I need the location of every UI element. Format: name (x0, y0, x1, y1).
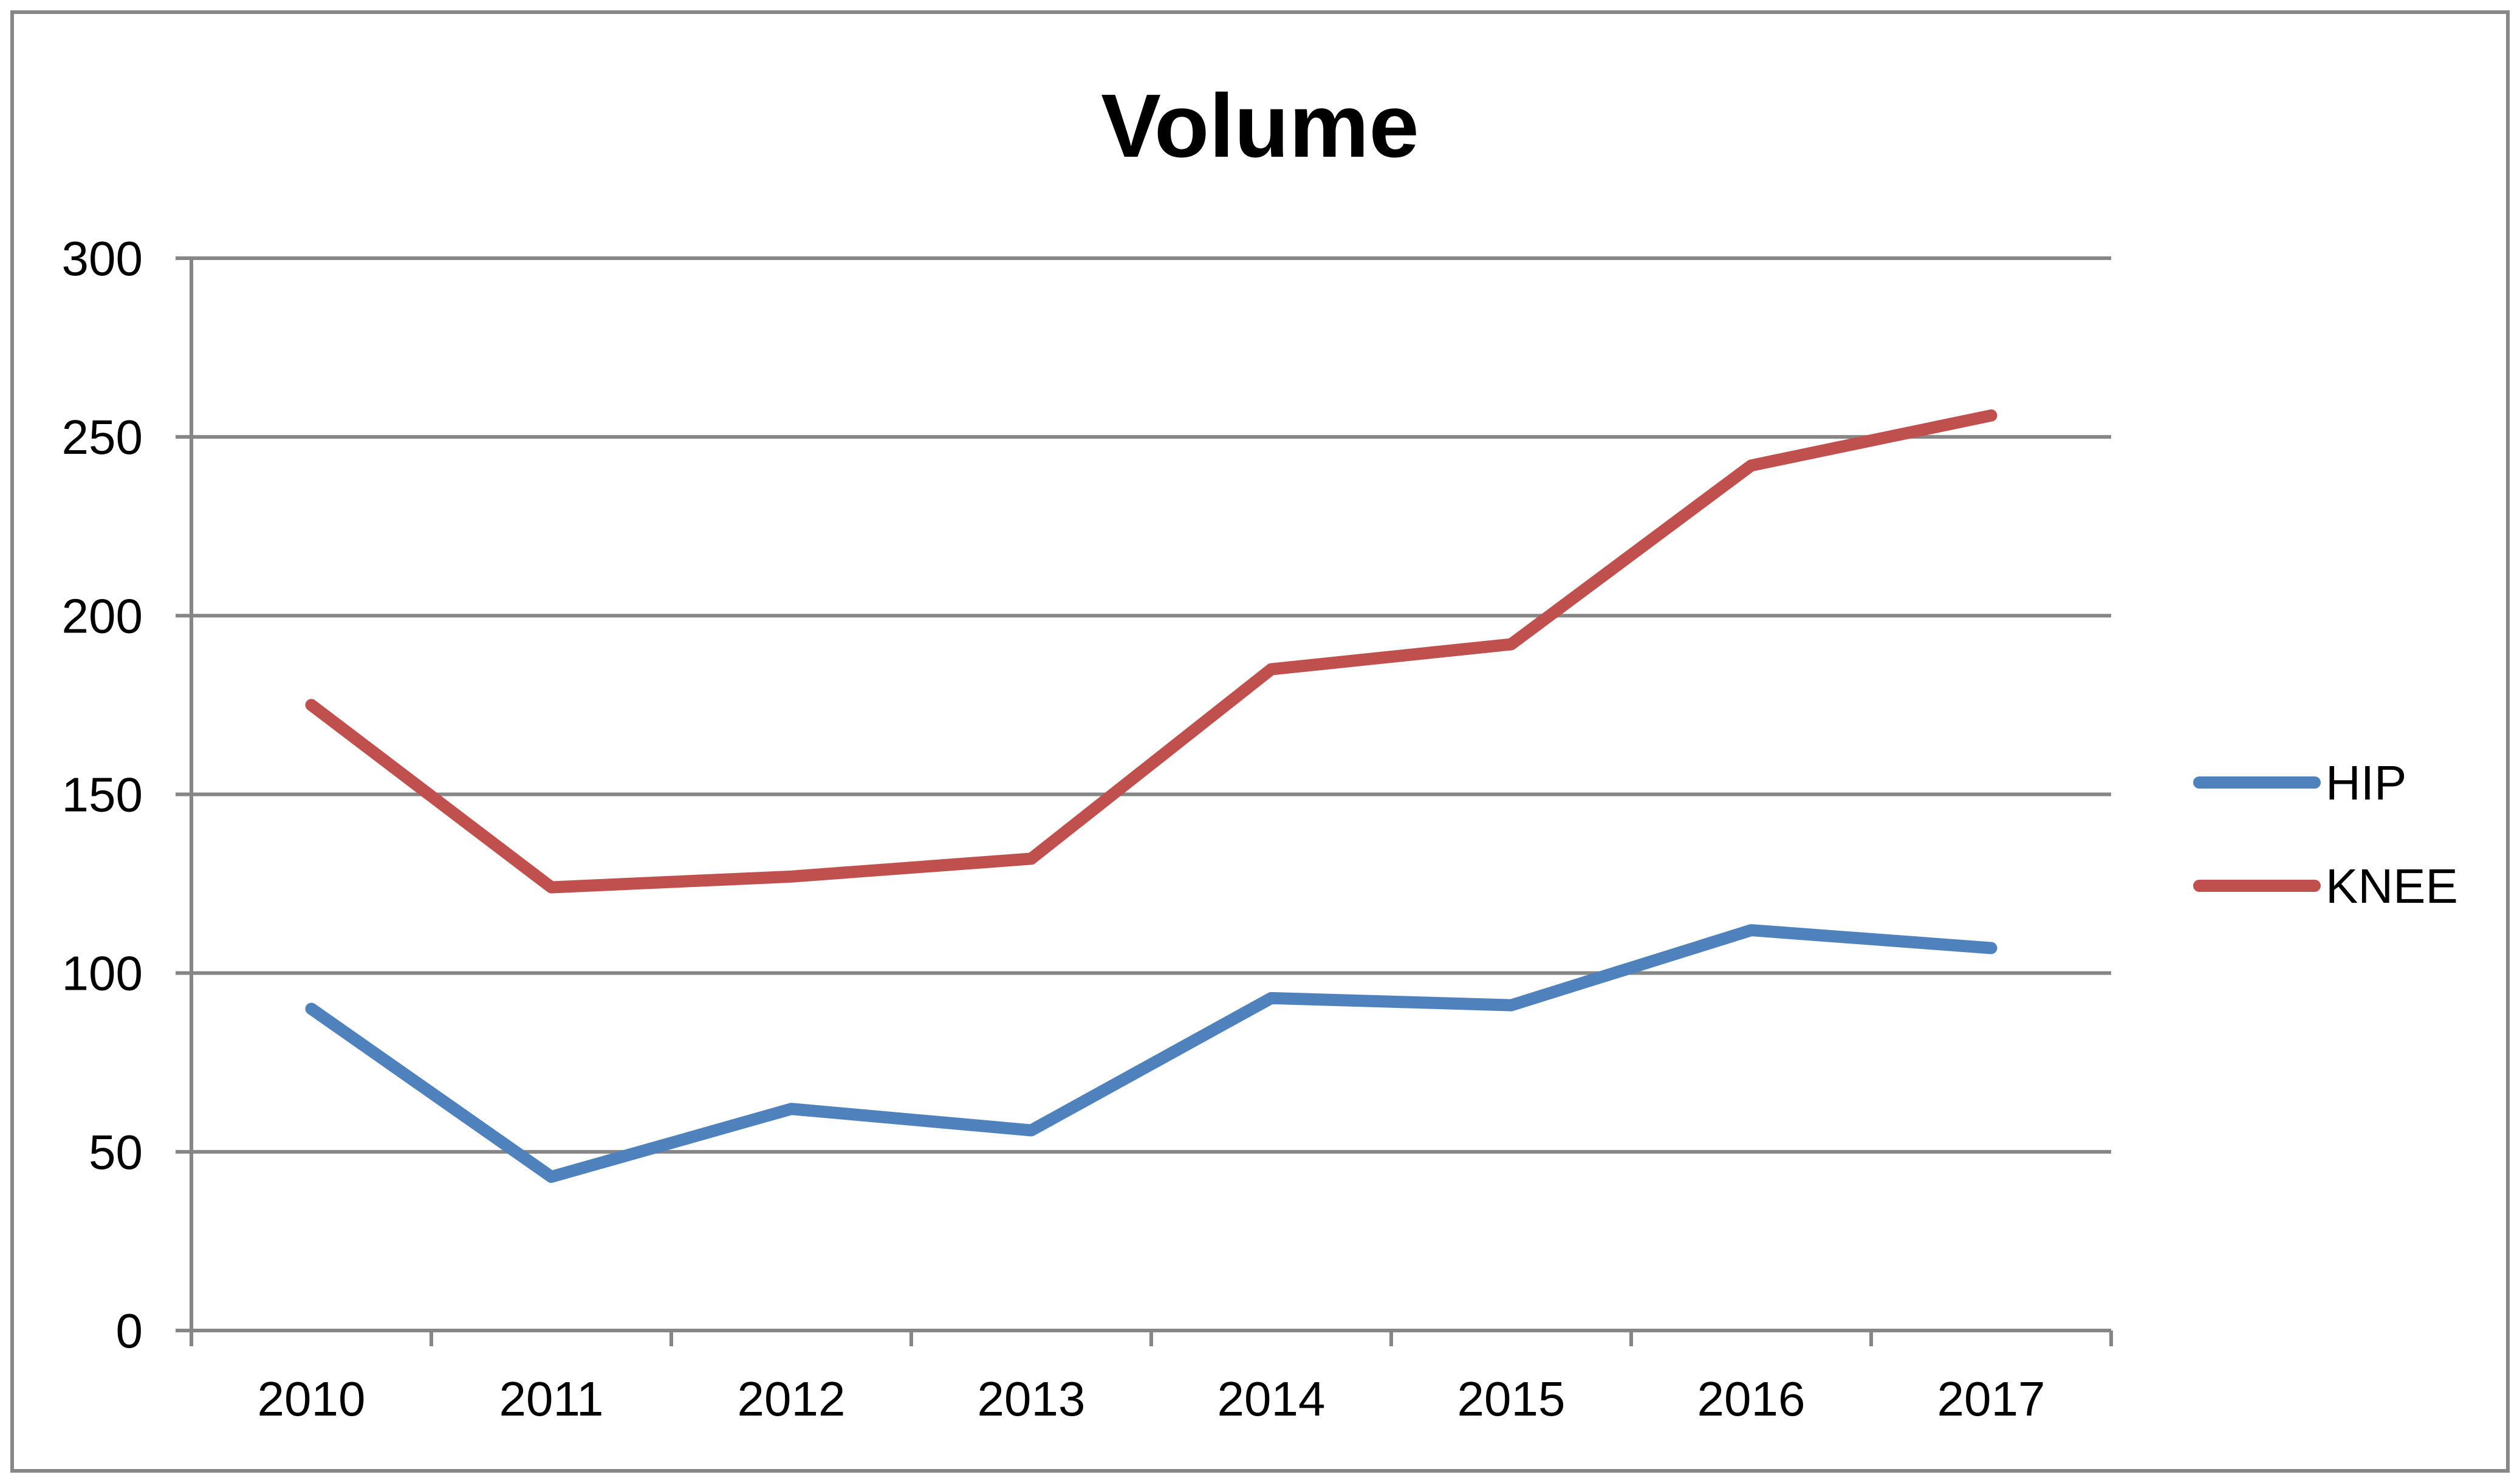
x-axis-tick-labels: 2010 2011 2012 2013 2014 2015 2016 2017 (258, 1372, 2046, 1426)
y-axis-tick-labels: 0 50 100 150 200 250 300 (62, 231, 143, 1358)
data-point-knee (551, 886, 552, 888)
x-tick-label: 2013 (978, 1372, 1086, 1426)
data-point-knee (1031, 858, 1032, 859)
data-point-hip (1031, 1130, 1032, 1131)
x-tick-label: 2010 (258, 1372, 366, 1426)
y-tick-label: 50 (89, 1125, 143, 1179)
x-tick-label: 2011 (499, 1372, 603, 1426)
data-point-hip (311, 1009, 312, 1010)
data-point-hip (1511, 1005, 1512, 1006)
chart-border (10, 10, 2510, 1473)
data-point-hip (791, 1108, 792, 1109)
legend-label-knee: KNEE (2326, 859, 2458, 913)
x-tick-label: 2015 (1457, 1372, 1566, 1426)
axes (176, 256, 2113, 1346)
data-point-knee (1991, 415, 1992, 416)
data-point-hip (1751, 930, 1752, 931)
y-tick-label: 150 (62, 768, 143, 822)
data-point-hip (1991, 947, 1992, 948)
y-tick-label: 200 (62, 589, 143, 643)
data-point-knee (311, 704, 312, 705)
chart-title: Volume (1101, 76, 1419, 176)
series-lines (305, 409, 1998, 1183)
legend-label-hip: HIP (2326, 756, 2406, 810)
data-point-hip (1271, 998, 1272, 999)
legend: HIP KNEE (2193, 756, 2458, 913)
data-point-knee (791, 876, 792, 877)
x-tick-label: 2017 (1937, 1372, 2046, 1426)
series-line-hip (305, 924, 1998, 1183)
series-line-knee (305, 409, 1998, 894)
gridlines (191, 256, 2111, 1154)
x-tick-label: 2016 (1697, 1372, 1806, 1426)
x-tick-label: 2012 (738, 1372, 846, 1426)
data-point-knee (1751, 465, 1752, 466)
x-tick-label: 2014 (1217, 1372, 1326, 1426)
y-tick-label: 250 (62, 410, 143, 464)
y-tick-label: 0 (116, 1304, 143, 1358)
data-point-hip (551, 1176, 552, 1177)
y-tick-label: 100 (62, 947, 143, 1001)
data-point-knee (1511, 643, 1512, 645)
y-tick-label: 300 (62, 231, 143, 286)
data-point-knee (1271, 669, 1272, 670)
